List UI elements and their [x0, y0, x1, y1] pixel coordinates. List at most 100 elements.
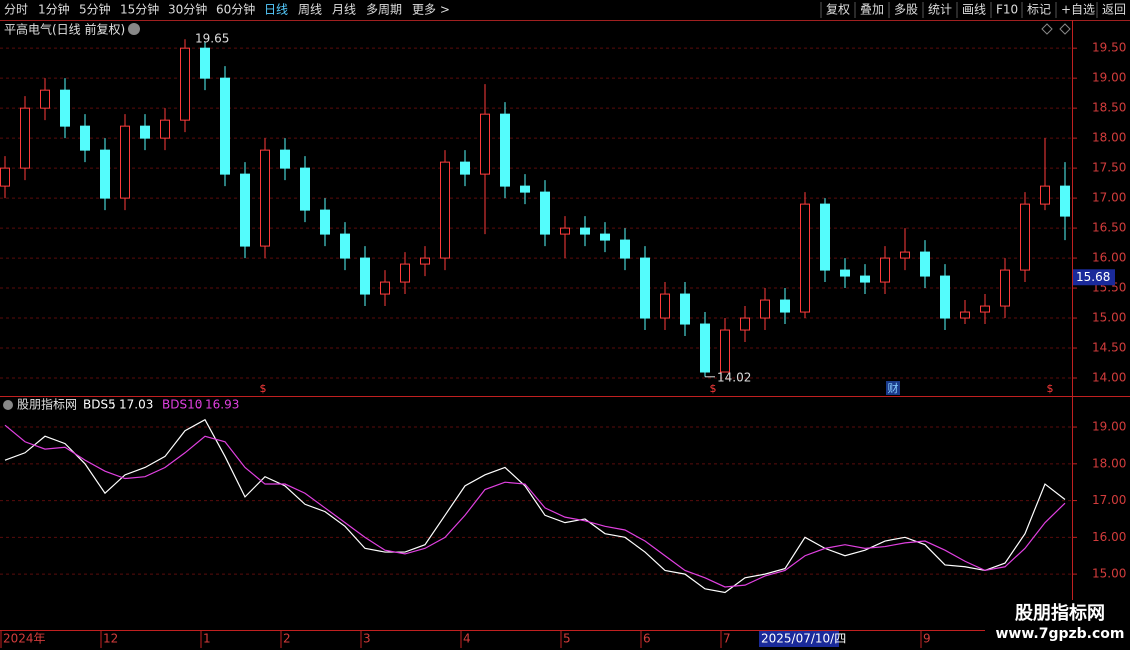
toolbar-tab[interactable]: 月线	[332, 3, 356, 17]
dropdown-icon[interactable]	[128, 23, 140, 35]
candle-body	[680, 293, 690, 325]
toolbar-tab[interactable]: 分时	[4, 3, 28, 17]
toolbar-button[interactable]: 返回	[1102, 3, 1126, 17]
candle-body	[400, 263, 410, 283]
x-tick-label: 7	[723, 632, 731, 646]
toolbar-button[interactable]: +自选	[1061, 3, 1095, 17]
toolbar-tab[interactable]: 15分钟	[120, 2, 159, 17]
cursor-price: 15.68	[1076, 270, 1110, 284]
stock-title: 平高电气(日线 前复权)	[4, 22, 125, 37]
indicator-line	[4, 418, 1066, 594]
candle-body	[440, 161, 450, 259]
candle-body	[620, 239, 630, 259]
legend-name: BDS5	[83, 398, 116, 412]
candle-body	[1040, 185, 1050, 205]
toolbar-button[interactable]: F10	[996, 3, 1018, 17]
event-bg	[886, 381, 900, 395]
watermark-url: www.7gpzb.com	[995, 626, 1124, 642]
low-label: 14.02	[717, 370, 751, 384]
event-marker[interactable]: $	[260, 382, 267, 395]
x-tick-label: 2024年	[3, 632, 46, 646]
candle-body	[320, 209, 330, 235]
y-tick-label: 18.50	[1092, 101, 1126, 115]
y-tick-label: 14.00	[1092, 371, 1126, 385]
toolbar-tab[interactable]: 周线	[298, 3, 322, 17]
toolbar-button[interactable]: 标记	[1027, 3, 1051, 17]
candle-body	[520, 185, 530, 193]
x-tick-label: 6	[643, 632, 651, 646]
indicator-title: 股朋指标网	[17, 397, 77, 412]
y-tick-label: 19.00	[1092, 71, 1126, 85]
y-tick-label: 19.00	[1092, 420, 1126, 434]
candle-body	[980, 305, 990, 313]
candle-body	[900, 251, 910, 259]
candle-body	[540, 191, 550, 235]
legend-value: 17.03	[119, 398, 153, 412]
candle-body	[940, 275, 950, 319]
event-marker[interactable]: $	[1047, 382, 1054, 395]
y-tick-label: 18.00	[1092, 456, 1126, 470]
legend-value: 16.93	[205, 398, 239, 412]
candle-body	[120, 125, 130, 199]
toolbar-button[interactable]: 多股	[894, 3, 918, 17]
candle-body	[300, 167, 310, 211]
candle-body	[480, 113, 490, 175]
toolbar-tab[interactable]: 60分钟	[216, 2, 255, 17]
cursor-price-bg	[1073, 269, 1115, 286]
candle-body	[280, 149, 290, 169]
x-tick-label: 12	[103, 632, 118, 646]
legend-name: BDS10	[162, 398, 202, 412]
candle-body	[760, 299, 770, 319]
candle-body	[0, 167, 10, 187]
candle-body	[260, 149, 270, 247]
candle-body	[880, 257, 890, 283]
toolbar-tab[interactable]: 1分钟	[38, 2, 70, 17]
event-marker[interactable]: 财	[888, 381, 899, 395]
candle-body	[1060, 185, 1070, 217]
watermark-bg	[985, 600, 1130, 650]
y-tick-label: 16.00	[1092, 530, 1126, 544]
y-tick-label: 15.00	[1092, 311, 1126, 325]
candle-body	[580, 227, 590, 235]
toolbar-button[interactable]: 复权	[826, 3, 850, 17]
candle-body	[220, 77, 230, 175]
candle-body	[740, 317, 750, 331]
candle-body	[240, 173, 250, 247]
candle-body	[860, 275, 870, 283]
x-tick-label: 4	[463, 632, 471, 646]
y-tick-label: 17.00	[1092, 493, 1126, 507]
toolbar-button[interactable]: 叠加	[860, 3, 884, 17]
y-tick-label: 14.50	[1092, 341, 1126, 355]
toolbar-tab[interactable]: 5分钟	[79, 2, 111, 17]
candle-body	[160, 119, 170, 139]
indicator-line	[4, 424, 1066, 588]
toolbar-tab[interactable]: 日线	[264, 3, 288, 17]
legend-sep: :	[111, 398, 115, 412]
toolbar-tab[interactable]: 30分钟	[168, 2, 207, 17]
toolbar-tab[interactable]: 多周期	[366, 3, 402, 17]
candle-body	[660, 293, 670, 319]
candle-body	[1000, 269, 1010, 307]
candle-body	[720, 329, 730, 373]
candle-body	[640, 257, 650, 319]
candle-body	[420, 257, 430, 265]
candle-body	[100, 149, 110, 199]
x-tick-label: 1	[203, 632, 211, 646]
candle-body	[460, 161, 470, 175]
y-tick-label: 19.50	[1092, 41, 1126, 55]
candle-body	[360, 257, 370, 295]
y-tick-label: 18.00	[1092, 131, 1126, 145]
toolbar-tab[interactable]: 更多 >	[412, 3, 450, 17]
candle-body	[500, 113, 510, 187]
candle-body	[200, 47, 210, 79]
candle-body	[140, 125, 150, 139]
event-marker[interactable]: $	[710, 382, 717, 395]
candle-body	[780, 299, 790, 313]
indicator-dropdown[interactable]	[3, 400, 13, 410]
candle-body	[820, 203, 830, 271]
x-tick-label: 2	[283, 632, 291, 646]
toolbar-button[interactable]: 统计	[928, 3, 952, 17]
toolbar-button[interactable]: 画线	[962, 3, 986, 17]
candle-body	[1020, 203, 1030, 271]
